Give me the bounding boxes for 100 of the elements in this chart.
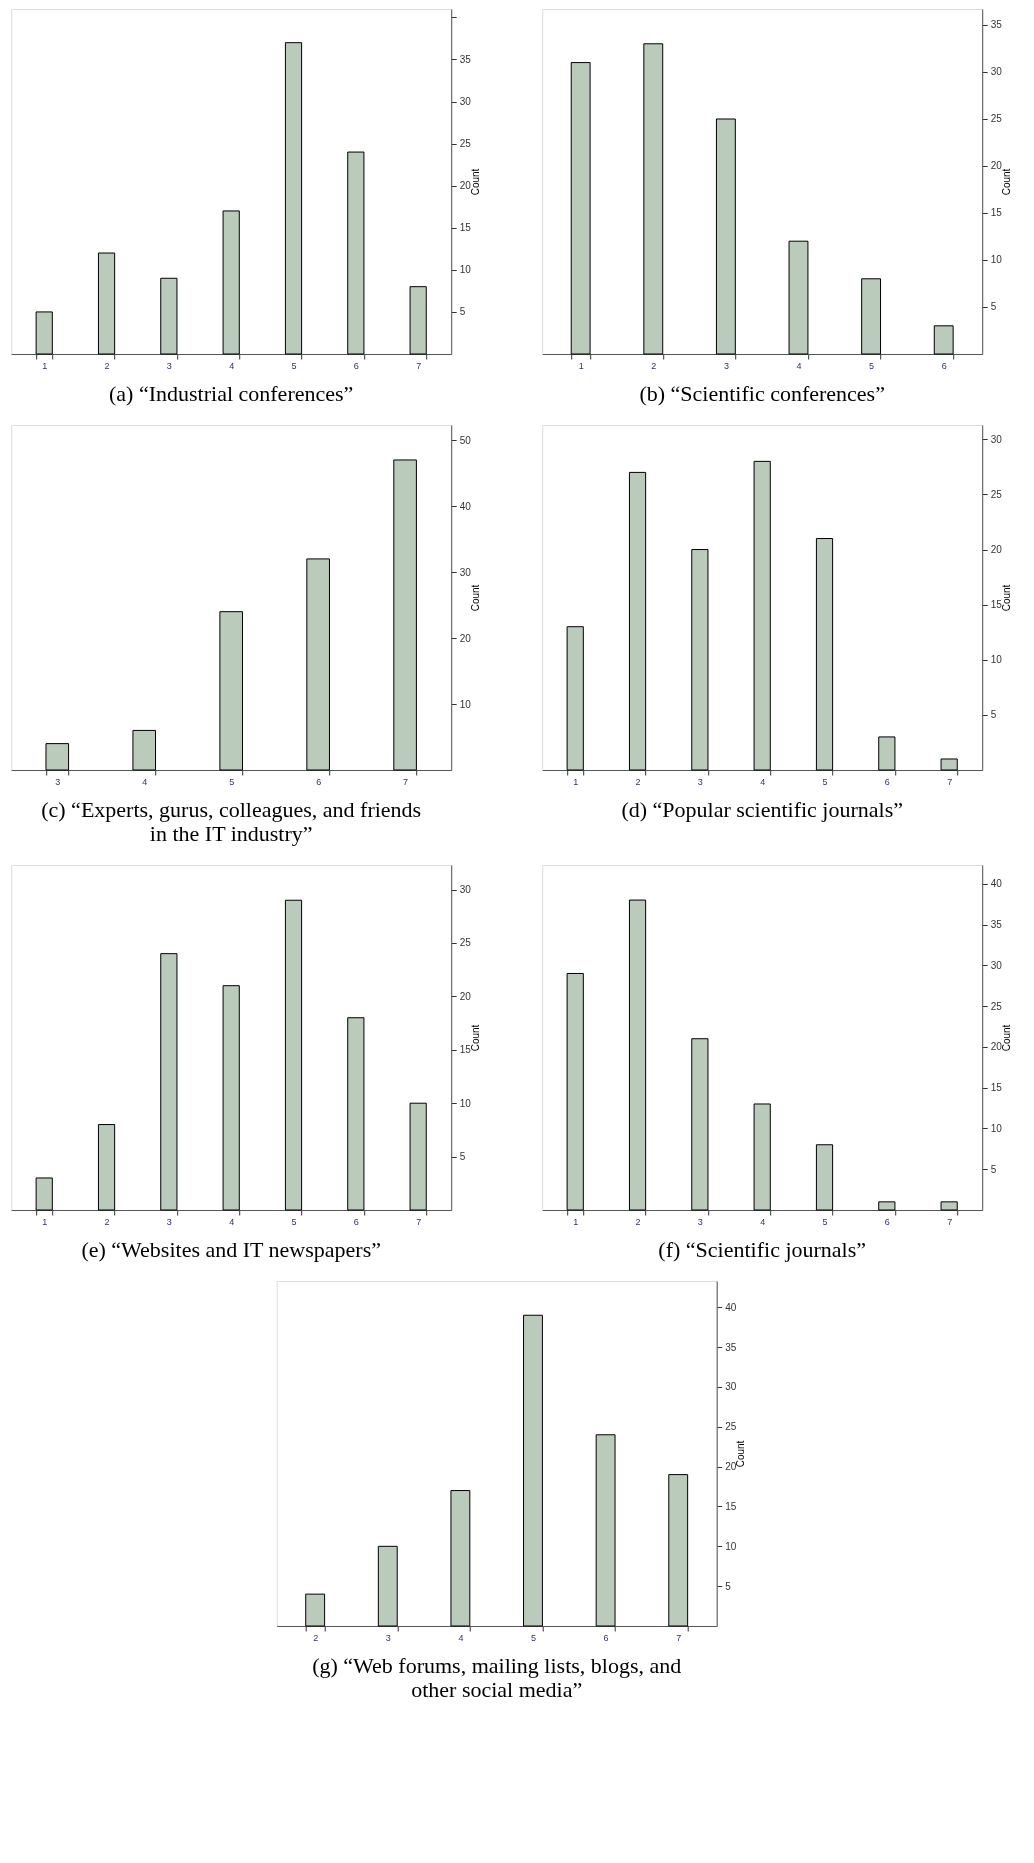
y-tick-label: 15 [990,207,1003,219]
bar [222,985,240,1211]
y-tick-label: 10 [990,1122,1003,1134]
y-tick-label: 5 [725,1580,732,1592]
y-axis-title: Count [735,1440,747,1468]
x-tick-label: 7 [403,776,409,787]
x-tick-label: 3 [697,776,703,787]
bar [305,1593,326,1627]
y-tick-label: 40 [459,500,472,512]
y-tick-label: 30 [990,66,1003,78]
bar [878,1201,896,1211]
bar [861,278,882,355]
bar [566,972,584,1211]
y-tick-label: 15 [990,599,1003,611]
y-tick-label: 35 [725,1341,737,1353]
y-tick-label: 5 [990,709,997,721]
bar [691,549,709,771]
y-tick-label: 10 [459,1097,472,1109]
x-tick-label: 4 [229,1216,235,1227]
bar [347,1017,365,1211]
x-tick-label: 3 [55,776,61,787]
x-tick-label: 4 [760,1216,766,1227]
bar [97,252,116,355]
y-tick-label: 40 [990,878,1003,890]
bar [377,1545,398,1627]
y-tick-label: 35 [459,53,472,65]
x-tick-label: 3 [723,360,729,371]
text: (b) “Scientific conferences” [639,381,885,406]
x-tick-label: 3 [166,360,172,371]
y-tick-label: 10 [990,654,1003,666]
x-tick-label: 6 [316,776,322,787]
text: (c) “Experts, gurus, colleagues, and friends in the IT industry” [41,797,422,846]
y-tick-label: 30 [459,884,472,896]
y-tick-label: 10 [990,254,1003,266]
y-tick-label: 20 [990,160,1003,172]
x-tick-label: 4 [796,360,802,371]
y-tick-label: 50 [459,434,472,446]
x-tick-label: 6 [884,1216,890,1227]
x-tick-label: 3 [166,1216,172,1227]
y-tick-label: 10 [459,264,472,276]
x-tick-label: 1 [578,360,584,371]
x-tick-label: 4 [229,360,235,371]
bar [284,899,303,1211]
y-tick-label: 20 [725,1461,737,1473]
x-tick-label: 2 [635,1216,641,1227]
bar [409,1102,427,1211]
text: (f) “Scientific journals” [658,1237,867,1262]
bar [691,1038,709,1211]
y-tick-label: 30 [459,566,472,578]
y-tick-label: 30 [990,433,1003,445]
bar [160,277,178,355]
bar [933,325,954,355]
y-tick-label: 30 [990,959,1003,971]
x-tick-label: 6 [353,1216,359,1227]
x-tick-label: 2 [635,776,641,787]
bar [628,471,647,771]
y-tick-label: 15 [725,1500,737,1512]
x-tick-label: 7 [676,1632,682,1643]
bar [35,1177,53,1211]
bar [566,626,584,771]
bar [450,1490,471,1627]
bar [753,1103,771,1211]
y-tick-label: 25 [459,937,472,949]
y-tick-label: 35 [990,19,1003,31]
y-tick-label: 25 [990,1000,1003,1012]
y-tick-label: 30 [459,96,472,108]
text: (d) “Popular scientific journals” [621,797,904,822]
y-tick-label: 5 [459,1151,466,1163]
bar [347,151,365,355]
y-tick-label: 10 [459,698,472,710]
x-tick-label: 5 [291,360,297,371]
bar [160,953,178,1211]
bar [393,459,417,771]
y-axis-title: Count [469,584,481,612]
bar [45,743,70,771]
y-tick-label: 5 [990,1163,997,1175]
bar [284,42,303,355]
x-tick-label: 1 [573,1216,579,1227]
x-tick-label: 5 [291,1216,297,1227]
x-tick-label: 7 [416,360,422,371]
x-tick-label: 7 [947,1216,953,1227]
text: (e) “Websites and IT newspapers” [81,1237,381,1262]
y-tick-label: 30 [725,1381,737,1393]
x-tick-label: 7 [416,1216,422,1227]
bar [523,1314,543,1627]
y-tick-label: 35 [990,919,1003,931]
x-tick-label: 2 [104,360,110,371]
bar [940,758,958,771]
bar [878,736,896,771]
text: (a) “Industrial conferences” [109,381,354,406]
x-tick-label: 5 [530,1632,536,1643]
y-axis-title: Count [1000,168,1012,196]
x-tick-label: 2 [651,360,657,371]
y-tick-label: 5 [990,301,997,313]
y-tick-label: 20 [990,544,1003,556]
y-tick-label: 15 [459,222,472,234]
x-tick-label: 5 [869,360,875,371]
x-tick-label: 3 [385,1632,391,1643]
y-tick-label: 25 [990,113,1003,125]
y-tick-label: 40 [725,1301,737,1313]
